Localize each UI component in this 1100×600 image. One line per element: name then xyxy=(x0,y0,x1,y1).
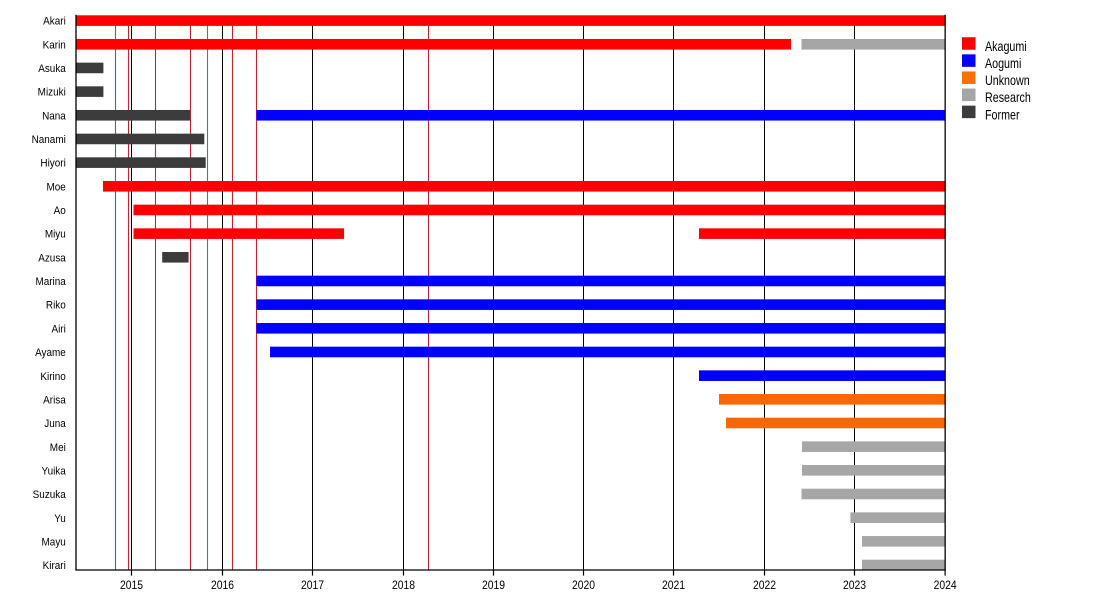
svg-text:2016: 2016 xyxy=(211,579,234,592)
svg-text:Suzuka: Suzuka xyxy=(33,489,66,502)
svg-text:Mei: Mei xyxy=(50,441,66,454)
svg-text:Marina: Marina xyxy=(35,276,65,289)
svg-text:Research: Research xyxy=(985,90,1031,105)
svg-text:Yu: Yu xyxy=(54,512,66,525)
svg-text:Nana: Nana xyxy=(42,110,66,123)
svg-text:Asuka: Asuka xyxy=(38,62,66,75)
svg-text:Azusa: Azusa xyxy=(38,252,66,265)
svg-text:Akagumi: Akagumi xyxy=(985,39,1027,54)
svg-text:2024: 2024 xyxy=(934,579,957,592)
svg-text:2022: 2022 xyxy=(753,579,776,592)
svg-text:2019: 2019 xyxy=(482,579,505,592)
svg-text:Karin: Karin xyxy=(43,39,66,52)
svg-text:2017: 2017 xyxy=(301,579,324,592)
svg-text:Moe: Moe xyxy=(46,181,65,194)
svg-text:Akari: Akari xyxy=(43,15,66,28)
svg-text:Aogumi: Aogumi xyxy=(985,56,1021,71)
svg-text:Hiyori: Hiyori xyxy=(40,157,65,170)
svg-text:Arisa: Arisa xyxy=(43,394,66,407)
svg-text:Kirari: Kirari xyxy=(43,560,66,573)
svg-text:Kirino: Kirino xyxy=(40,370,65,383)
svg-text:Ao: Ao xyxy=(54,205,66,218)
svg-text:Yuika: Yuika xyxy=(42,465,66,478)
svg-text:2020: 2020 xyxy=(572,579,595,592)
svg-text:2018: 2018 xyxy=(392,579,415,592)
svg-text:2021: 2021 xyxy=(662,579,685,592)
svg-text:Airi: Airi xyxy=(51,323,65,336)
svg-text:Former: Former xyxy=(985,107,1020,122)
svg-text:Unknown: Unknown xyxy=(985,73,1030,88)
svg-text:Mizuki: Mizuki xyxy=(38,86,66,99)
svg-text:Miyu: Miyu xyxy=(45,228,66,241)
svg-text:Riko: Riko xyxy=(46,299,66,312)
svg-text:Mayu: Mayu xyxy=(42,536,66,549)
svg-text:Juna: Juna xyxy=(44,418,66,431)
svg-text:2015: 2015 xyxy=(120,579,143,592)
svg-text:2023: 2023 xyxy=(843,579,866,592)
svg-text:Ayame: Ayame xyxy=(35,347,66,360)
svg-text:Nanami: Nanami xyxy=(32,134,66,147)
